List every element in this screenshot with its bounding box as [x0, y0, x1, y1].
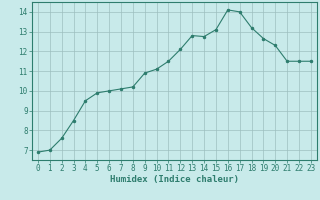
X-axis label: Humidex (Indice chaleur): Humidex (Indice chaleur) [110, 175, 239, 184]
